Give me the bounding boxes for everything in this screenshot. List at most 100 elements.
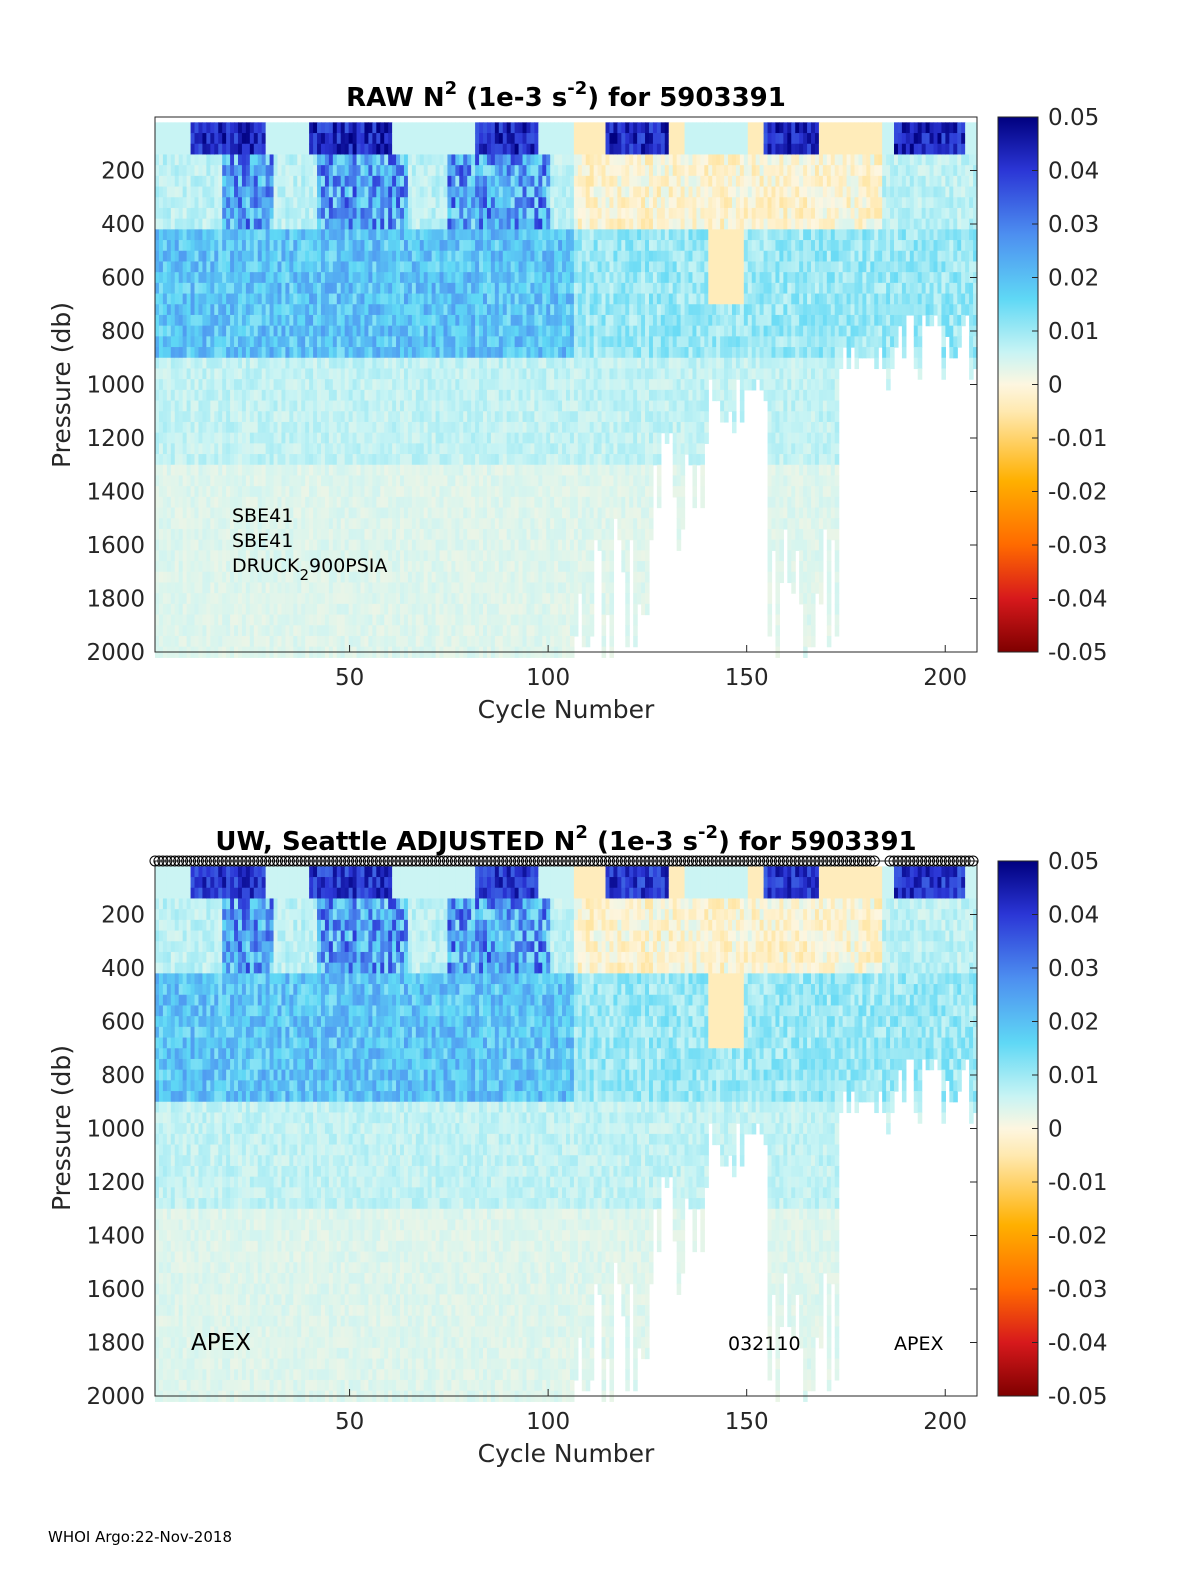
heat-cell (376, 282, 381, 295)
heat-cell (490, 229, 496, 241)
heat-cell (324, 539, 330, 551)
heat-cell (463, 229, 468, 241)
heat-cell (320, 314, 326, 327)
heat-cell (352, 218, 358, 230)
heat-cell (309, 357, 314, 370)
heat-cell (475, 635, 480, 648)
heat-cell (344, 272, 350, 284)
heat-cell (320, 186, 326, 198)
heat-cell (376, 336, 381, 348)
heat-cell (423, 272, 429, 284)
heat-cell (317, 282, 322, 295)
heat-cell (186, 507, 192, 519)
heat-cell (526, 186, 532, 198)
heat-cell (277, 347, 283, 359)
heat-cell (431, 454, 437, 466)
heat-cell (518, 421, 524, 434)
heat-cell (214, 347, 219, 359)
heat-cell (170, 603, 176, 616)
heat-cell (439, 325, 445, 337)
heat-cell (230, 561, 235, 573)
heat-cell (198, 122, 204, 134)
heat-cell (198, 368, 204, 380)
heat-cell (285, 250, 290, 263)
heat-cell (459, 325, 464, 337)
heat-cell (467, 518, 472, 530)
heat-cell (483, 347, 488, 359)
heat-cell (230, 207, 235, 220)
heat-cell (471, 475, 476, 487)
heat-cell (198, 175, 204, 188)
heat-cell (309, 443, 314, 455)
heat-cell (490, 539, 496, 551)
heat-cell (479, 261, 484, 273)
heat-cell (230, 411, 235, 423)
heat-cell (324, 122, 330, 134)
heat-cell (490, 186, 496, 198)
heat-cell (411, 411, 417, 423)
heat-cell (293, 347, 298, 359)
heat-cell (174, 421, 180, 434)
heat-cell (257, 432, 263, 444)
heat-cell (328, 175, 334, 188)
heat-cell (269, 518, 275, 530)
heat-cell (483, 571, 488, 584)
heat-cell (423, 539, 429, 551)
heat-cell (301, 528, 306, 541)
heat-cell (431, 207, 437, 220)
heat-cell (332, 272, 338, 284)
heat-cell (158, 207, 164, 220)
heat-cell (214, 593, 219, 605)
heat-cell (249, 122, 255, 134)
heat-cell (309, 165, 314, 177)
heat-cell (494, 165, 500, 177)
heat-cell (206, 304, 211, 316)
heat-cell (530, 154, 535, 166)
heat-cell (214, 186, 219, 198)
heat-cell (198, 207, 204, 220)
heat-cell (356, 165, 362, 177)
heat-cell (443, 197, 449, 209)
heat-cell (368, 432, 373, 444)
heat-cell (289, 421, 294, 434)
heat-cell (186, 475, 192, 487)
heat-cell (506, 250, 512, 263)
heat-cell (158, 347, 164, 359)
heat-cell (538, 411, 543, 423)
heat-cell (249, 400, 255, 412)
heat-cell (190, 421, 196, 434)
heat-cell (198, 507, 204, 519)
heat-cell (498, 582, 504, 594)
heat-cell (226, 133, 231, 145)
heat-cell (494, 336, 500, 348)
heat-cell (241, 593, 247, 605)
heat-cell (502, 336, 508, 348)
heat-cell (214, 496, 219, 509)
heat-cell (455, 261, 460, 273)
heat-cell (289, 635, 294, 648)
heat-cell (281, 389, 287, 402)
heat-cell (332, 518, 338, 530)
heat-cell (332, 314, 338, 327)
heat-cell (400, 186, 405, 198)
heat-cell (451, 582, 456, 594)
heat-cell (431, 357, 437, 370)
heat-cell (277, 635, 283, 648)
heat-cell (285, 582, 290, 594)
heat-cell (435, 421, 441, 434)
heat-cell (530, 218, 535, 230)
heat-cell (218, 400, 223, 412)
heat-cell (182, 379, 188, 391)
heat-cell (305, 197, 310, 209)
heat-cell (510, 561, 516, 573)
heat-cell (237, 165, 243, 177)
heat-cell (443, 186, 449, 198)
heat-cell (269, 122, 275, 134)
heat-cell (174, 304, 180, 316)
heat-cell (332, 293, 338, 305)
heat-cell (510, 368, 516, 380)
heat-cell (514, 325, 520, 337)
heat-cell (356, 571, 362, 584)
heat-cell (526, 454, 532, 466)
heat-cell (253, 389, 259, 402)
